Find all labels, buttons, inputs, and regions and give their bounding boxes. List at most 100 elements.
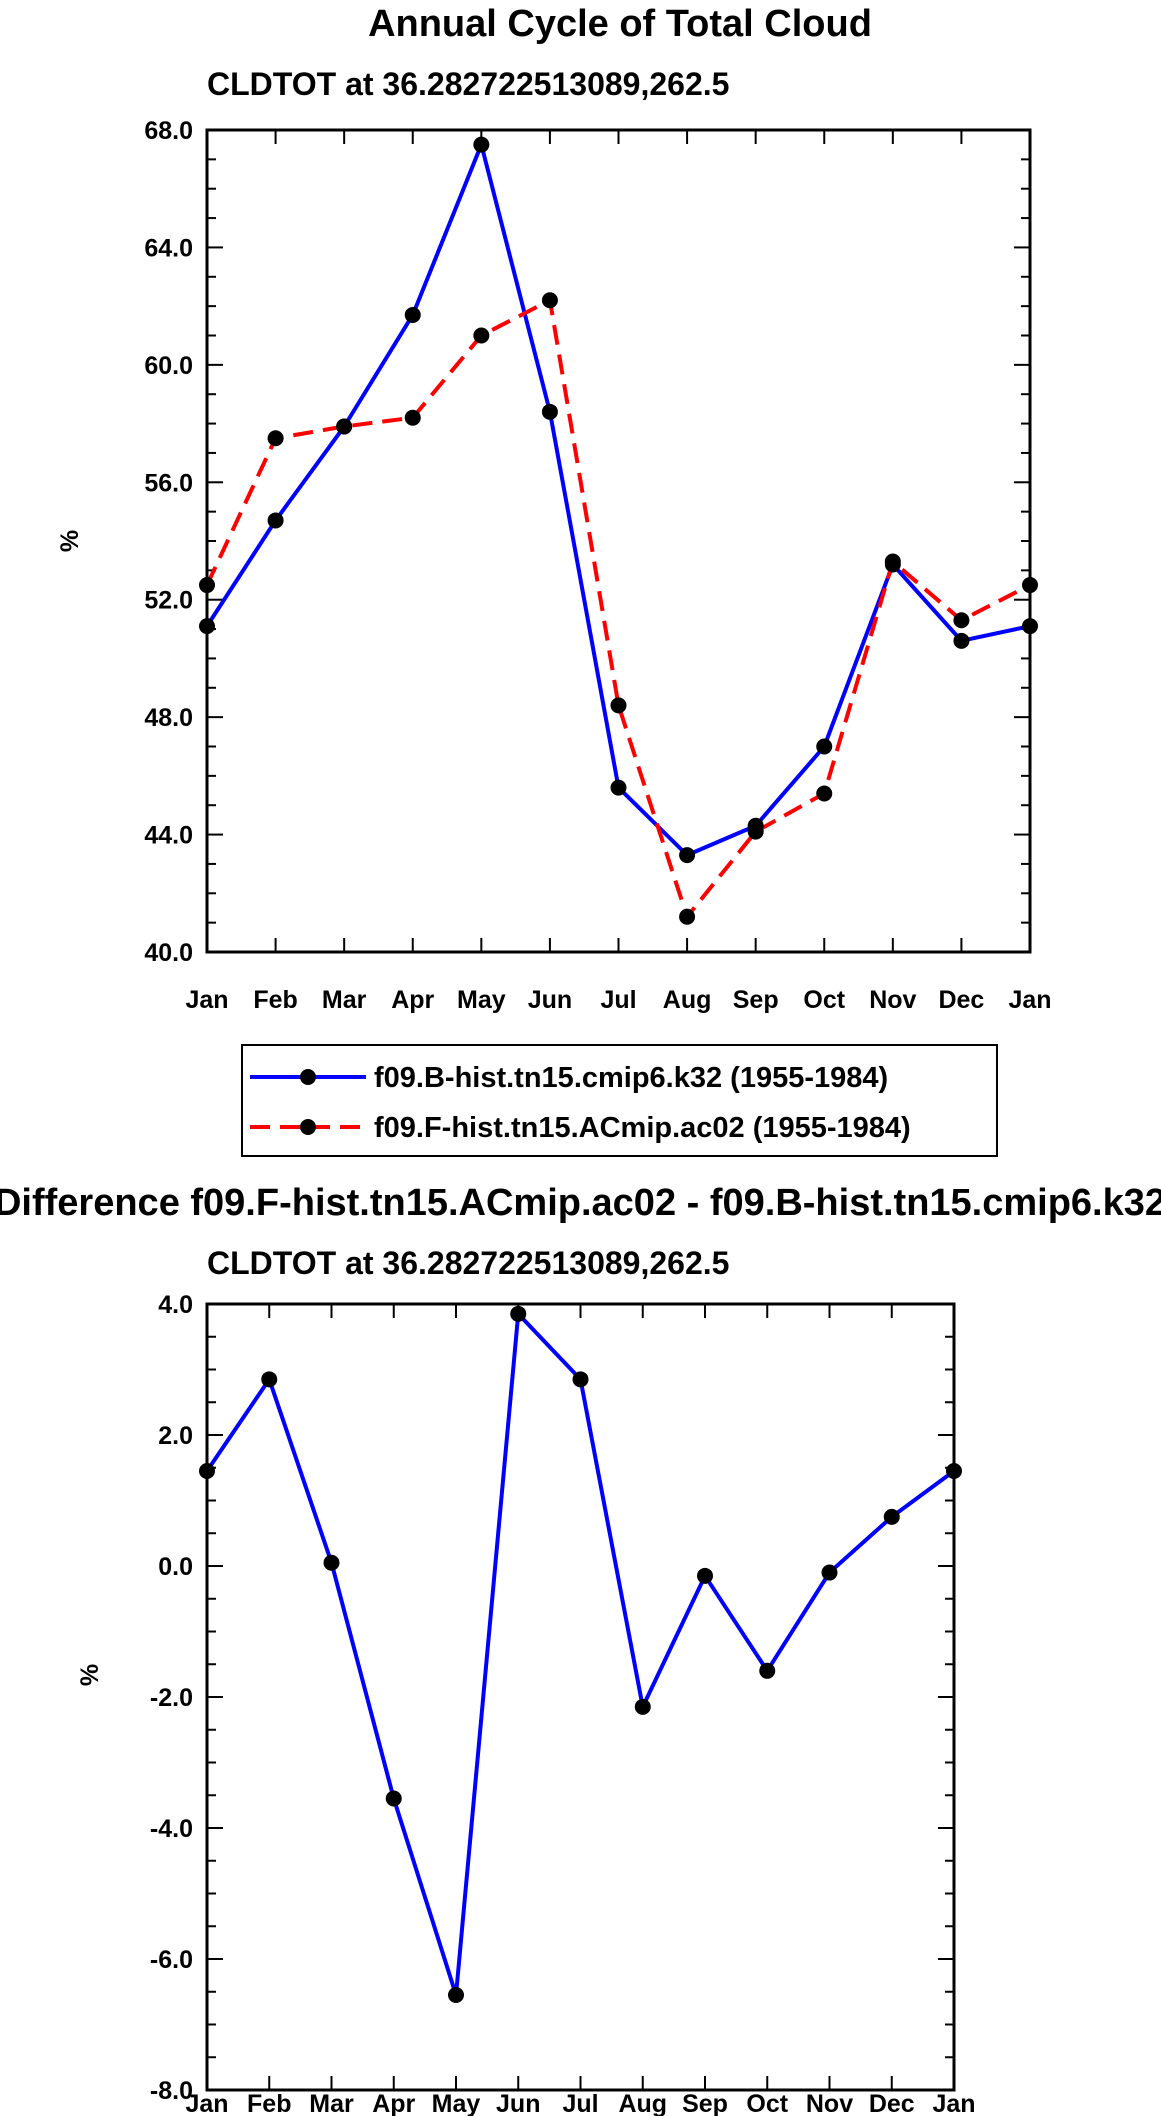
chart1-x-tick-label: Jun (528, 986, 572, 1014)
chart2-plot-frame (205, 1302, 956, 2092)
chart1-y-tick-label: 52.0 (144, 587, 193, 615)
chart1-series-1-point (404, 306, 421, 323)
legend: f09.B-hist.tn15.cmip6.k32 (1955-1984) f0… (241, 1044, 998, 1157)
chart2-series-lines (205, 1311, 956, 1998)
chart1-series-1-point (473, 136, 490, 153)
chart2-ticks (206, 1303, 955, 2091)
chart1-x-tick-label: May (457, 986, 506, 1014)
chart2-x-tick-label: Mar (309, 2090, 354, 2116)
chart2-x-tick-label: Apr (372, 2090, 415, 2116)
chart1-series-2-point (610, 697, 627, 714)
chart1-x-tick-labels: Jan Feb Mar Apr May Jun Jul Aug Sep Oct Nov Dec Jan (185, 986, 1051, 1014)
chart1-y-tick-label: 56.0 (144, 469, 193, 497)
chart1-x-tick-label: Jan (185, 986, 228, 1014)
chart1-series-2-point (953, 612, 970, 629)
chart1-y-tick-label: 60.0 (144, 352, 193, 380)
chart2-x-tick-label: Nov (806, 2090, 853, 2116)
chart1-x-tick-label: Oct (803, 986, 845, 1014)
difference-chart: Difference f09.F-hist.tn15.ACmip.ac02 - … (0, 1182, 1161, 2116)
chart1-y-tick-label: 48.0 (144, 704, 193, 732)
chart2-series-1-point (510, 1305, 527, 1322)
chart2-y-tick-label: 4.0 (158, 1291, 193, 1319)
chart2-ylabel: % (76, 1664, 104, 1686)
chart2-series-1-point (323, 1554, 340, 1571)
chart2-x-tick-labels: Jan Feb Mar Apr May Jun Jul Aug Sep Oct Nov Dec Jan (185, 2090, 975, 2116)
chart2-series-1-point (572, 1371, 589, 1388)
chart2-series-1-point (385, 1790, 402, 1807)
chart2-x-tick-label: Jan (932, 2090, 975, 2116)
chart1-y-tick-label: 40.0 (144, 939, 193, 967)
chart2-y-tick-label: 0.0 (158, 1553, 193, 1581)
chart1-series-2-point (816, 785, 833, 802)
chart2-series-1-point (821, 1564, 838, 1581)
chart1-x-tick-label: Jul (600, 986, 636, 1014)
chart1-series-1-line (205, 142, 1031, 858)
chart1-markers (199, 136, 1038, 925)
chart2-y-tick-label: -6.0 (150, 1946, 193, 1974)
chart1-series-1-point (679, 847, 696, 864)
chart1-series-2-point (404, 409, 421, 426)
legend-label-series-2: f09.F-hist.tn15.ACmip.ac02 (1955-1984) (374, 1112, 911, 1144)
chart1-series-1-point (816, 738, 833, 755)
chart1-x-tick-label: Apr (391, 986, 434, 1014)
chart1-series-2-point (473, 327, 490, 344)
legend-box (241, 1044, 998, 1157)
chart2-y-tick-label: -8.0 (150, 2077, 193, 2105)
chart2-series-1-point (634, 1698, 651, 1715)
legend-marker-series-1 (300, 1069, 316, 1085)
chart2-y-tick-label: -4.0 (150, 1815, 193, 1843)
chart2-x-tick-label: Jul (562, 2090, 598, 2116)
chart1-x-tick-label: Sep (733, 986, 779, 1014)
chart2-series-1-point (448, 1987, 464, 2004)
chart2-series-1-point (759, 1662, 776, 1679)
chart1-x-tick-label: Jan (1008, 986, 1051, 1014)
chart2-x-tick-label: Aug (618, 2090, 667, 2116)
annual-cycle-chart: Annual Cycle of Total Cloud CLDTOT at 36… (56, 3, 1052, 1014)
chart1-series-2-point (679, 908, 696, 925)
chart1-series-lines (205, 142, 1031, 919)
chart1-series-2-point (747, 823, 764, 840)
chart1-ylabel: % (56, 530, 84, 552)
chart1-ticks (206, 129, 1031, 953)
chart1-series-2-point (541, 292, 558, 309)
chart1-y-tick-labels: 40.0 44.0 48.0 52.0 56.0 60.0 64.0 68.0 (144, 117, 193, 967)
chart2-x-tick-label: May (432, 2090, 481, 2116)
chart1-subtitle: CLDTOT at 36.282722513089,262.5 (207, 66, 729, 102)
chart1-x-tick-label: Dec (938, 986, 984, 1014)
chart1-y-tick-label: 64.0 (144, 234, 193, 262)
chart2-title: Difference f09.F-hist.tn15.ACmip.ac02 - … (0, 1182, 1161, 1224)
chart1-series-1-point (610, 779, 627, 796)
chart2-x-tick-label: Sep (682, 2090, 728, 2116)
chart2-x-tick-label: Feb (247, 2090, 291, 2116)
legend-label-series-1: f09.B-hist.tn15.cmip6.k32 (1955-1984) (374, 1062, 888, 1094)
chart1-series-1-point (541, 403, 558, 420)
chart1-title: Annual Cycle of Total Cloud (368, 3, 872, 45)
chart1-plot-frame (205, 128, 1032, 954)
chart2-y-tick-labels: -8.0 -6.0 -4.0 -2.0 0.0 2.0 4.0 (150, 1291, 193, 2105)
chart2-series-1-point (697, 1567, 713, 1584)
chart1-y-tick-label: 44.0 (144, 822, 193, 850)
chart1-x-tick-label: Nov (869, 986, 916, 1014)
chart2-x-tick-label: Jan (185, 2090, 228, 2116)
chart2-series-1-line (205, 1311, 956, 1998)
chart1-y-tick-label: 68.0 (144, 117, 193, 145)
chart1-series-2-line (205, 298, 1031, 919)
chart2-subtitle: CLDTOT at 36.282722513089,262.5 (207, 1245, 729, 1281)
chart2-markers (199, 1305, 962, 2004)
chart2-y-tick-label: 2.0 (158, 1422, 193, 1450)
chart2-series-1-point (261, 1371, 278, 1388)
chart1-series-2-point (884, 553, 901, 570)
chart2-y-tick-label: -2.0 (150, 1684, 193, 1712)
chart1-series-1-point (953, 632, 970, 649)
chart1-x-tick-label: Mar (322, 986, 367, 1014)
legend-marker-series-2 (300, 1119, 316, 1135)
chart1-x-tick-label: Aug (663, 986, 712, 1014)
chart2-x-tick-label: Jun (496, 2090, 540, 2116)
chart1-series-1-point (267, 512, 284, 529)
chart2-x-tick-label: Oct (746, 2090, 788, 2116)
chart1-x-tick-label: Feb (253, 986, 297, 1014)
chart1-series-2-point (267, 430, 284, 447)
chart2-x-tick-label: Dec (869, 2090, 915, 2116)
chart2-series-1-point (883, 1508, 900, 1525)
